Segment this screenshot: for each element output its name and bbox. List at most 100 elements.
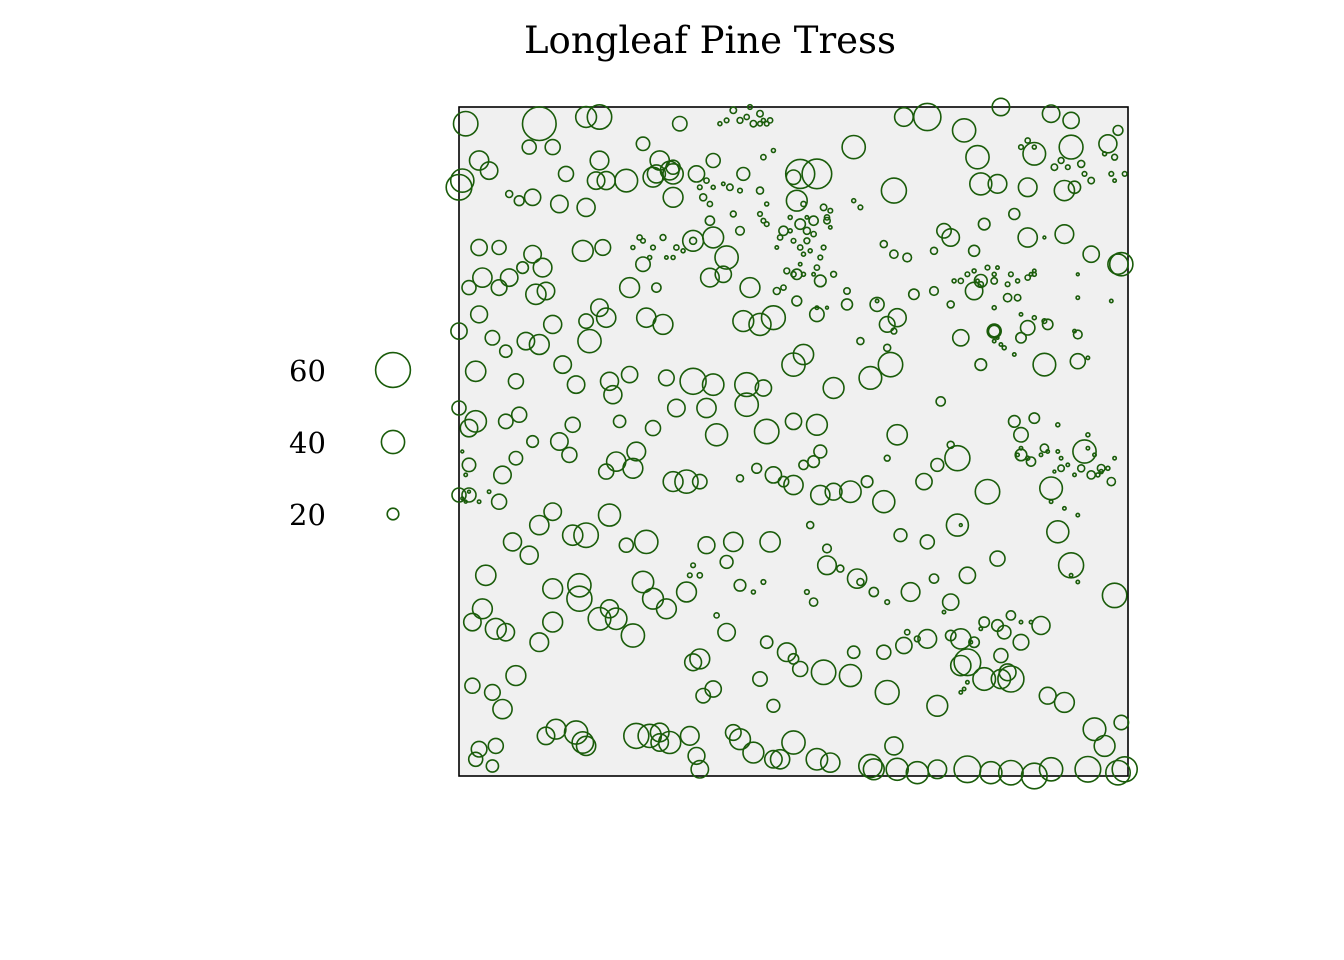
tree-point (525, 283, 547, 306)
tree-point (479, 161, 499, 181)
tree-point (991, 304, 998, 311)
tree-point (471, 598, 494, 620)
tree-point (760, 578, 767, 586)
tree-point (784, 412, 803, 431)
tree-point (681, 229, 705, 253)
tree-point (989, 550, 1006, 567)
tree-point (813, 264, 821, 271)
tree-point (856, 577, 865, 587)
tree-point (858, 753, 883, 779)
tree-point (787, 214, 794, 221)
tree-point (649, 244, 657, 251)
tree-point (485, 759, 500, 773)
tree-point (801, 158, 833, 190)
tree-point (553, 355, 573, 375)
tree-point (659, 233, 667, 242)
tree-point (732, 309, 755, 333)
tree-point (994, 265, 1000, 271)
tree-point (589, 150, 610, 171)
tree-point (926, 694, 949, 717)
tree-point (725, 183, 734, 192)
tree-point (450, 322, 468, 341)
tree-point (813, 274, 827, 288)
tree-point (1048, 499, 1054, 505)
tree-point (662, 186, 684, 209)
tree-point (706, 200, 714, 208)
tree-point (567, 572, 592, 598)
tree-point (1074, 755, 1102, 783)
mark-legend: 60 40 20 (289, 351, 412, 532)
tree-point (636, 234, 643, 241)
tree-point (1045, 448, 1051, 454)
tree-point (464, 409, 488, 433)
tree-point (657, 369, 676, 387)
tree-point (893, 527, 908, 543)
tree-point (1075, 295, 1081, 301)
tree-point (461, 457, 477, 473)
tree-point (464, 360, 487, 383)
tree-point (770, 147, 777, 154)
tree-point (483, 683, 502, 702)
tree-point (800, 200, 807, 208)
tree-point (675, 581, 698, 603)
tree-point (505, 664, 527, 687)
tree-point (1017, 144, 1025, 151)
tree-point (968, 172, 993, 196)
tree-point (1018, 619, 1024, 625)
tree-point (800, 251, 807, 257)
tree-point (1108, 251, 1134, 277)
tree-point (1106, 476, 1117, 487)
tree-point (1096, 463, 1106, 473)
tree-point (811, 271, 817, 277)
tree-point (557, 165, 575, 183)
tree-point (1014, 331, 1027, 344)
tree-point (760, 117, 767, 124)
tree-point (787, 228, 794, 234)
tree-point (1019, 319, 1036, 336)
tree-point (763, 749, 783, 769)
tree-point (1092, 452, 1098, 458)
tree-point (686, 572, 693, 579)
tree-point (824, 482, 843, 501)
tree-point (1046, 519, 1070, 544)
tree-point (792, 343, 815, 366)
legend-label: 60 (289, 354, 326, 388)
tree-point (497, 413, 514, 430)
tree-point (802, 226, 812, 236)
tree-point (620, 623, 646, 648)
tree-point (1072, 329, 1083, 340)
tree-point (470, 238, 489, 257)
tree-point (913, 635, 921, 643)
tree-point (842, 286, 851, 295)
tree-point (856, 336, 865, 346)
tree-point (817, 254, 824, 261)
tree-point (1072, 328, 1078, 334)
tree-point (1072, 472, 1078, 478)
tree-point (748, 312, 772, 337)
tree-point (492, 465, 512, 485)
tree-point (827, 224, 833, 230)
tree-point (991, 271, 998, 278)
tree-point (498, 344, 513, 359)
tree-point (790, 270, 797, 278)
tree-point (785, 189, 808, 212)
tree-point (1032, 352, 1057, 377)
tree-point (805, 520, 815, 530)
tree-point (886, 423, 909, 446)
tree-point (595, 307, 617, 329)
tree-point (829, 270, 838, 278)
tree-point (703, 177, 710, 184)
tree-point (884, 598, 891, 606)
legend-label: 20 (289, 498, 326, 532)
tree-point (835, 564, 845, 573)
tree-point (857, 204, 864, 211)
tree-point (599, 371, 620, 392)
tree-point (1108, 170, 1115, 177)
tree-point (742, 741, 765, 764)
tree-point (979, 760, 1003, 785)
tree-point (763, 201, 770, 207)
tree-point (736, 166, 751, 182)
tree-point (463, 472, 469, 478)
legend-symbol (380, 429, 406, 455)
tree-point (977, 217, 991, 231)
